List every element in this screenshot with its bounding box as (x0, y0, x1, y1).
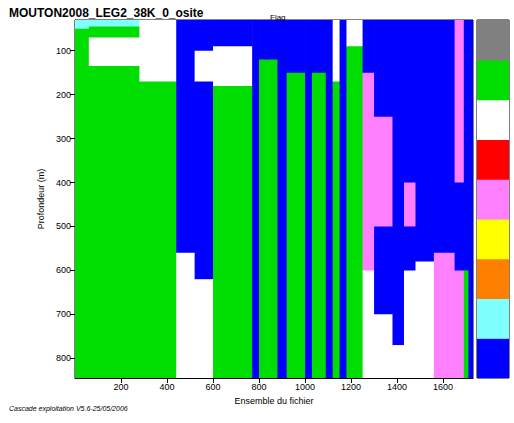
svg-text:1000: 1000 (295, 382, 315, 392)
svg-text:200: 200 (56, 90, 71, 100)
svg-text:400: 400 (160, 382, 175, 392)
svg-text:Profondeur (m): Profondeur (m) (36, 169, 46, 230)
svg-text:1600: 1600 (433, 382, 453, 392)
svg-text:600: 600 (56, 265, 71, 275)
svg-text:Flag: Flag (270, 13, 286, 22)
svg-text:100: 100 (56, 46, 71, 56)
svg-text:700: 700 (56, 309, 71, 319)
svg-text:800: 800 (252, 382, 267, 392)
svg-text:Ensemble du fichier: Ensemble du fichier (234, 396, 313, 406)
svg-text:800: 800 (56, 353, 71, 363)
svg-text:MOUTON2008_LEG2_38K_0_osite: MOUTON2008_LEG2_38K_0_osite (9, 6, 204, 20)
svg-text:500: 500 (56, 221, 71, 231)
svg-text:1200: 1200 (341, 382, 361, 392)
svg-text:200: 200 (113, 382, 128, 392)
svg-text:Cascade exploitation V5.6-25/0: Cascade exploitation V5.6-25/05/2006 (9, 405, 128, 413)
svg-text:600: 600 (206, 382, 221, 392)
svg-text:300: 300 (56, 134, 71, 144)
svg-text:400: 400 (56, 178, 71, 188)
svg-text:1400: 1400 (387, 382, 407, 392)
